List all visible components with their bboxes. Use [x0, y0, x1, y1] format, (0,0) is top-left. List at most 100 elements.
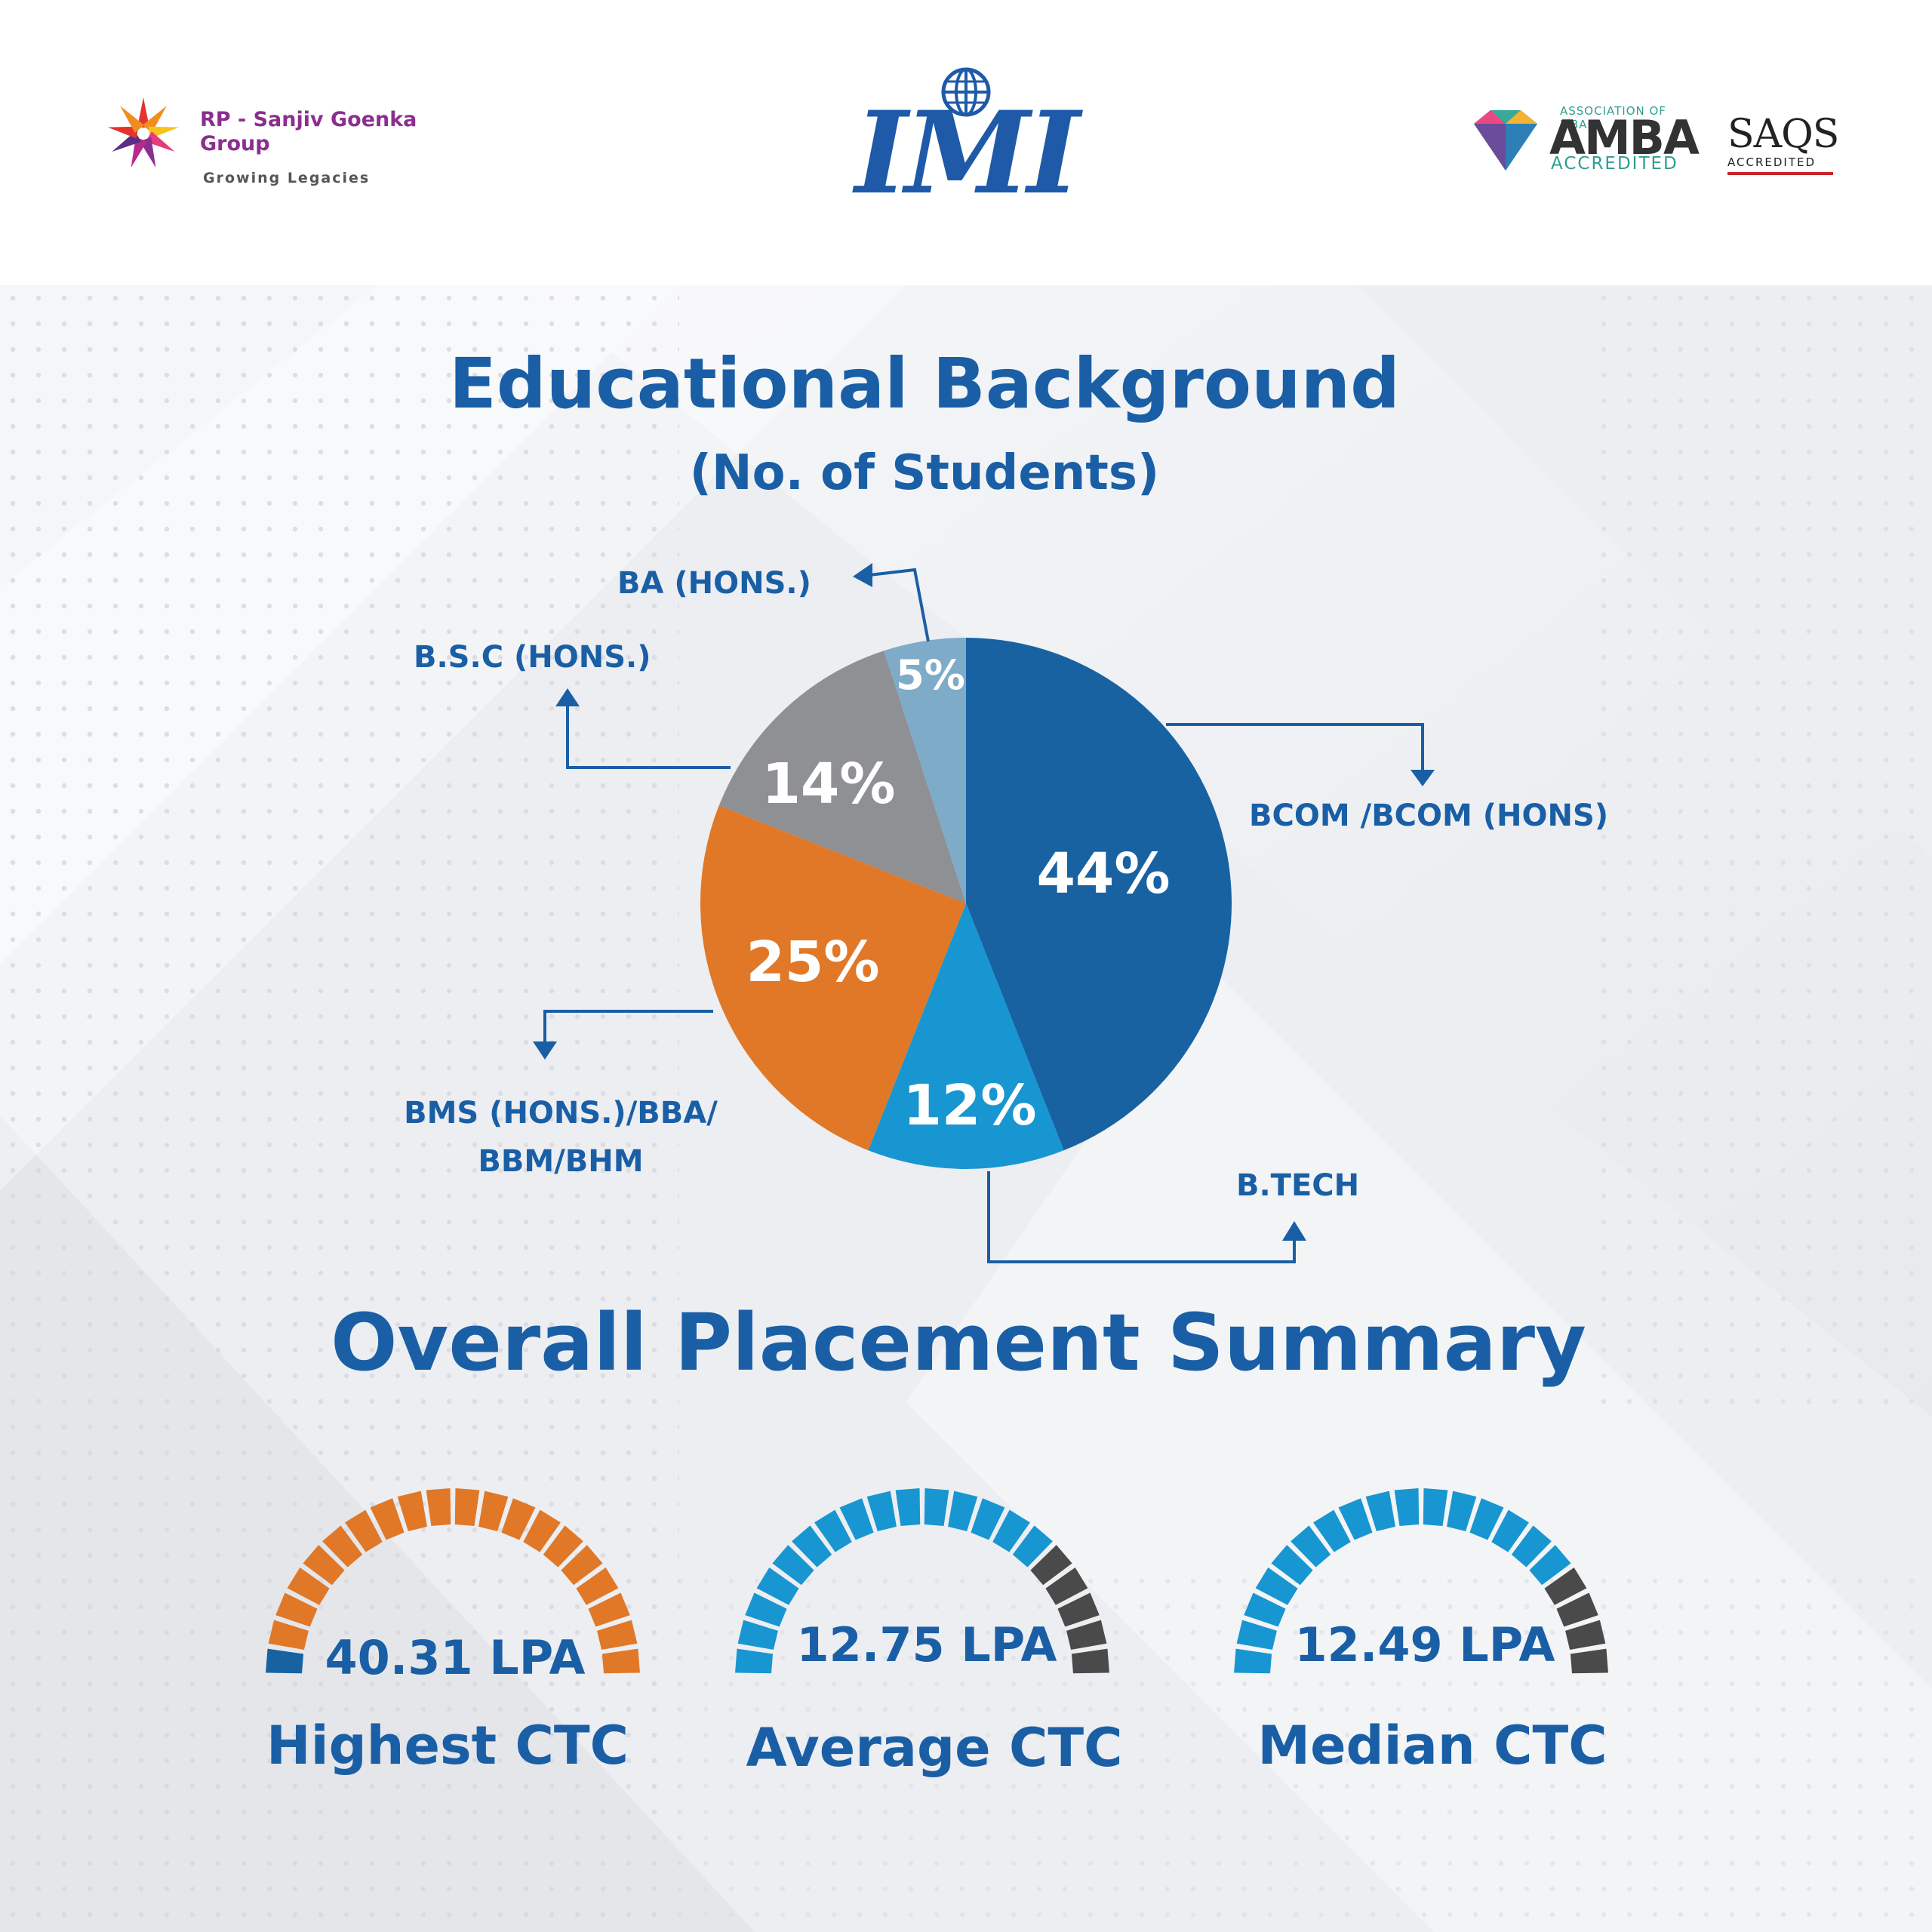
gauge-average-segment: [924, 1488, 949, 1527]
callout-line-bsc: [566, 702, 731, 769]
category-label-bms-line1: BMS (HONS.)/BBA/: [404, 1096, 718, 1131]
gauge-highest-segment: [561, 1545, 603, 1586]
saqs-accredited-text: ACCREDITED: [1727, 155, 1817, 169]
gauge-highest-segment: [303, 1545, 345, 1586]
gauge-average-segment: [1030, 1545, 1072, 1586]
placement-summary-title: Overall Placement Summary: [331, 1297, 1586, 1389]
rp-group-line2: Group: [200, 132, 270, 155]
gauge-median-segment: [1255, 1567, 1298, 1605]
gauge-median-segment: [1469, 1498, 1504, 1540]
pie-chart-subtitle: (No. of Students): [689, 445, 1160, 501]
imi-logo: IMI: [845, 66, 1087, 217]
gauge-average-segment: [992, 1509, 1030, 1552]
gauge-median-segment: [1556, 1592, 1598, 1627]
gauge-median-segment: [1338, 1498, 1373, 1540]
gauge-average-segment: [745, 1592, 787, 1627]
header-bar: RP - Sanjiv Goenka Group Growing Legacie…: [0, 0, 1932, 285]
slice-label-ba: 5%: [896, 651, 965, 699]
gauge-median-segment: [1565, 1620, 1606, 1650]
category-label-btech: B.TECH: [1236, 1168, 1360, 1203]
pie-slice-ba: [884, 638, 966, 903]
slice-label-bcom: 44%: [1036, 841, 1170, 906]
amba-wordmark: AMBA: [1549, 110, 1700, 165]
rp-group-name: RP - Sanjiv Goenka Group: [200, 108, 417, 156]
gauge-average-segment: [1057, 1592, 1100, 1627]
gauge-median-segment: [1291, 1525, 1331, 1567]
gauge-highest-segment: [397, 1491, 427, 1531]
gauge-median-segment: [1244, 1592, 1286, 1627]
gauge-median-segment: [1570, 1648, 1608, 1674]
category-label-bcom: BCOM /BCOM (HONS): [1249, 798, 1609, 833]
amba-accredited-text: ACCREDITED: [1551, 154, 1678, 174]
amba-accreditation-logo: ASSOCIATION OF MBAs AMBA ACCREDITED: [1468, 104, 1700, 180]
gauge-average-segment: [737, 1620, 778, 1650]
gauge-highest-segment: [275, 1592, 318, 1627]
slice-label-btech: 12%: [903, 1073, 1036, 1138]
gauge-highest-segment: [322, 1525, 363, 1567]
rp-group-tagline: Growing Legacies: [203, 170, 371, 186]
gauge-average-segment: [772, 1545, 814, 1586]
slice-label-bms: 25%: [746, 930, 879, 995]
amba-diamond-icon: [1474, 110, 1537, 171]
gauge-median-segment: [1313, 1509, 1351, 1552]
rp-sanjiv-goenka-logo: RP - Sanjiv Goenka Group Growing Legacie…: [94, 94, 441, 200]
gauge-highest-segment: [426, 1488, 451, 1527]
gauge-label-average: Average CTC: [746, 1717, 1123, 1779]
gauge-highest-segment: [370, 1498, 405, 1540]
category-label-bms: BMS (HONS.)/BBA/ BBM/BHM: [398, 1089, 723, 1186]
callout-arrow-bms: [533, 1041, 557, 1060]
gauge-average-segment: [792, 1525, 832, 1567]
gauge-label-median: Median CTC: [1257, 1715, 1607, 1777]
gauge-average-segment: [814, 1509, 852, 1552]
gauge-value-average: 12.75 LPA: [796, 1617, 1057, 1672]
pie-slice-bms: [700, 805, 966, 1151]
gauge-highest-segment: [543, 1525, 583, 1567]
callout-arrow-btech: [1282, 1221, 1306, 1241]
globe-icon: [941, 67, 991, 117]
pie-slice-btech: [868, 903, 1064, 1170]
gauge-highest-segment: [268, 1620, 309, 1650]
gauge-value-highest: 40.31 LPA: [325, 1630, 586, 1685]
gauge-average-segment: [1071, 1648, 1109, 1674]
gauge-highest-segment: [501, 1498, 536, 1540]
saqs-accreditation-logo: SAQS ACCREDITED: [1724, 112, 1839, 180]
pie-chart-title: Educational Background: [449, 343, 1400, 424]
gauge-median-segment: [1544, 1567, 1587, 1605]
category-label-bsc: B.S.C (HONS.): [414, 640, 651, 675]
gauge-median-segment: [1511, 1525, 1552, 1567]
callout-arrow-bcom: [1411, 770, 1435, 786]
gauge-average-segment: [948, 1491, 978, 1531]
gauge-median-segment: [1423, 1488, 1448, 1527]
rp-group-line1: RP - Sanjiv Goenka: [200, 108, 417, 131]
gauge-value-median: 12.49 LPA: [1294, 1617, 1555, 1672]
gauge-highest-segment: [597, 1620, 638, 1650]
gauge-average-segment: [971, 1498, 1005, 1540]
starburst-logo-icon: [107, 97, 180, 168]
gauge-highest-segment: [523, 1509, 561, 1552]
pie-slice-bcom: [966, 638, 1232, 1151]
gauge-median-segment: [1234, 1648, 1272, 1674]
gauge-median-segment: [1394, 1488, 1420, 1527]
category-label-bms-line2: BBM/BHM: [478, 1144, 644, 1179]
gauge-average-segment: [1066, 1620, 1107, 1650]
gauge-median-segment: [1236, 1620, 1277, 1650]
callout-line-bms: [543, 1010, 713, 1045]
gauge-average-segment: [735, 1648, 774, 1674]
gauge-highest-segment: [287, 1567, 330, 1605]
saqs-wordmark: SAQS: [1727, 112, 1839, 157]
gauge-highest-segment: [601, 1648, 640, 1674]
gauge-highest-segment: [588, 1592, 630, 1627]
slice-label-bsc: 14%: [761, 752, 895, 817]
callout-arrow-bsc: [555, 688, 580, 706]
gauge-average-segment: [866, 1491, 897, 1531]
callout-arrow-ba: [853, 563, 872, 587]
gauge-highest-segment: [454, 1488, 480, 1527]
gauge-highest-segment: [576, 1567, 619, 1605]
gauge-median-segment: [1447, 1491, 1477, 1531]
gauge-average-segment: [756, 1567, 799, 1605]
callout-line-ba: [869, 568, 930, 642]
gauge-median-segment: [1491, 1509, 1529, 1552]
gauge-average-segment: [1045, 1567, 1088, 1605]
